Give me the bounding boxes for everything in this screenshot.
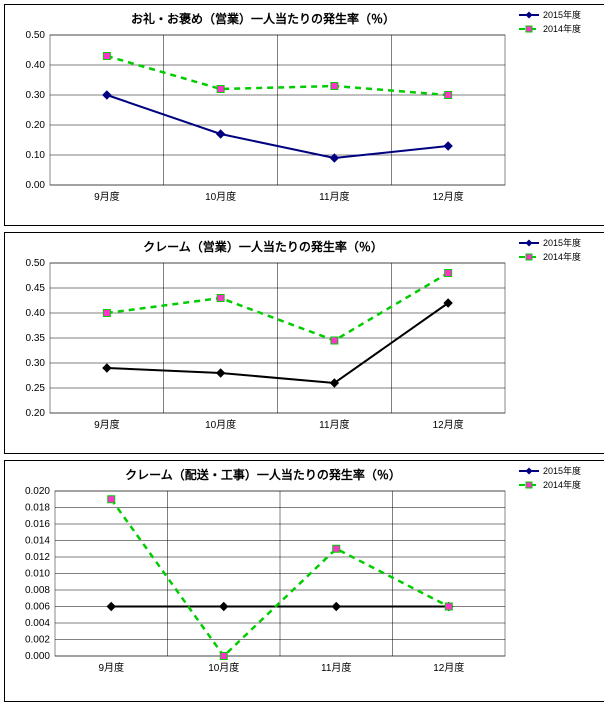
marker-square — [331, 83, 338, 90]
chart-svg: クレーム（配送・工事）一人当たりの発生率（％） 0.000 0.002 0.004 0.… — [5, 461, 601, 701]
marker-square — [217, 86, 224, 93]
marker-diamond — [220, 603, 228, 611]
x-tick-label: 10月度 — [208, 661, 239, 674]
y-tick-label: 0.50 — [26, 30, 46, 41]
y-tick-label: 0.20 — [26, 408, 46, 419]
y-tick-label: 0.012 — [25, 552, 50, 563]
legend-label: 2014年度 — [543, 23, 581, 34]
chart-title: クレーム（営業）一人当たりの発生率（％） — [143, 239, 383, 254]
marker-square — [445, 270, 452, 277]
y-tick-label: 0.014 — [25, 536, 50, 547]
marker-square — [445, 92, 452, 99]
chart-title: クレーム（配送・工事）一人当たりの発生率（％） — [125, 467, 401, 482]
x-tick-label: 12月度 — [433, 661, 464, 674]
legend-label: 2015年度 — [543, 465, 581, 476]
marker-square — [103, 310, 110, 317]
marker-diamond — [444, 142, 452, 150]
x-tick-label: 9月度 — [94, 190, 120, 203]
chart-svg: クレーム（営業）一人当たりの発生率（％） 0.20 0.25 0.30 0.35 0.40… — [5, 233, 601, 453]
y-tick-label: 0.00 — [26, 180, 46, 191]
marker-square — [103, 53, 110, 60]
y-tick-label: 0.50 — [26, 258, 46, 269]
y-tick-label: 0.35 — [26, 333, 46, 344]
x-tick-label: 11月度 — [319, 190, 349, 203]
legend-label: 2015年度 — [543, 9, 581, 20]
marker-diamond — [103, 91, 111, 99]
marker-square — [331, 337, 338, 344]
y-tick-label: 0.008 — [25, 585, 50, 596]
chart-0: お礼・お褒め（営業）一人当たりの発生率（％） 0.00 0.10 0.20 0.30 0.… — [4, 4, 604, 226]
y-tick-label: 0.000 — [25, 651, 50, 662]
y-tick-label: 0.40 — [26, 60, 46, 71]
marker-square — [217, 295, 224, 302]
legend-label: 2014年度 — [543, 479, 581, 490]
legend-label: 2015年度 — [543, 237, 581, 248]
marker-diamond — [217, 130, 225, 138]
y-tick-label: 0.25 — [26, 383, 46, 394]
legend-marker-square — [526, 482, 532, 488]
legend-marker-diamond — [526, 468, 533, 475]
marker-square — [220, 653, 227, 660]
x-tick-label: 11月度 — [319, 418, 349, 431]
x-tick-label: 10月度 — [205, 418, 236, 431]
x-tick-label: 10月度 — [205, 190, 236, 203]
charts-container: お礼・お褒め（営業）一人当たりの発生率（％） 0.00 0.10 0.20 0.30 0.… — [4, 4, 604, 702]
legend-label: 2014年度 — [543, 251, 581, 262]
y-tick-label: 0.20 — [26, 120, 46, 131]
x-tick-label: 9月度 — [98, 661, 124, 674]
y-tick-label: 0.006 — [25, 602, 50, 613]
y-tick-label: 0.45 — [26, 283, 46, 294]
marker-diamond — [103, 364, 111, 372]
chart-1: クレーム（営業）一人当たりの発生率（％） 0.20 0.25 0.30 0.35 0.40… — [4, 232, 604, 454]
y-tick-label: 0.10 — [26, 150, 46, 161]
marker-diamond — [332, 603, 340, 611]
chart-2: クレーム（配送・工事）一人当たりの発生率（％） 0.000 0.002 0.004 0.… — [4, 460, 604, 702]
y-tick-label: 0.30 — [26, 358, 46, 369]
x-tick-label: 11月度 — [321, 661, 351, 674]
y-tick-label: 0.40 — [26, 308, 46, 319]
x-tick-label: 12月度 — [433, 418, 464, 431]
marker-diamond — [217, 369, 225, 377]
marker-square — [333, 545, 340, 552]
legend-marker-square — [526, 26, 532, 32]
x-tick-label: 9月度 — [94, 418, 120, 431]
y-tick-label: 0.018 — [25, 503, 50, 514]
marker-diamond — [107, 603, 115, 611]
x-tick-label: 12月度 — [433, 190, 464, 203]
y-tick-label: 0.004 — [25, 618, 50, 629]
y-tick-label: 0.30 — [26, 90, 46, 101]
y-tick-label: 0.002 — [25, 635, 50, 646]
marker-square — [108, 496, 115, 503]
legend-marker-diamond — [526, 12, 533, 19]
y-tick-label: 0.020 — [25, 486, 50, 497]
y-tick-label: 0.016 — [25, 519, 50, 530]
chart-svg: お礼・お褒め（営業）一人当たりの発生率（％） 0.00 0.10 0.20 0.30 0.… — [5, 5, 601, 225]
legend-marker-diamond — [526, 240, 533, 247]
marker-square — [445, 603, 452, 610]
chart-title: お礼・お褒め（営業）一人当たりの発生率（％） — [131, 11, 395, 26]
y-tick-label: 0.010 — [25, 569, 50, 580]
legend-marker-square — [526, 254, 532, 260]
